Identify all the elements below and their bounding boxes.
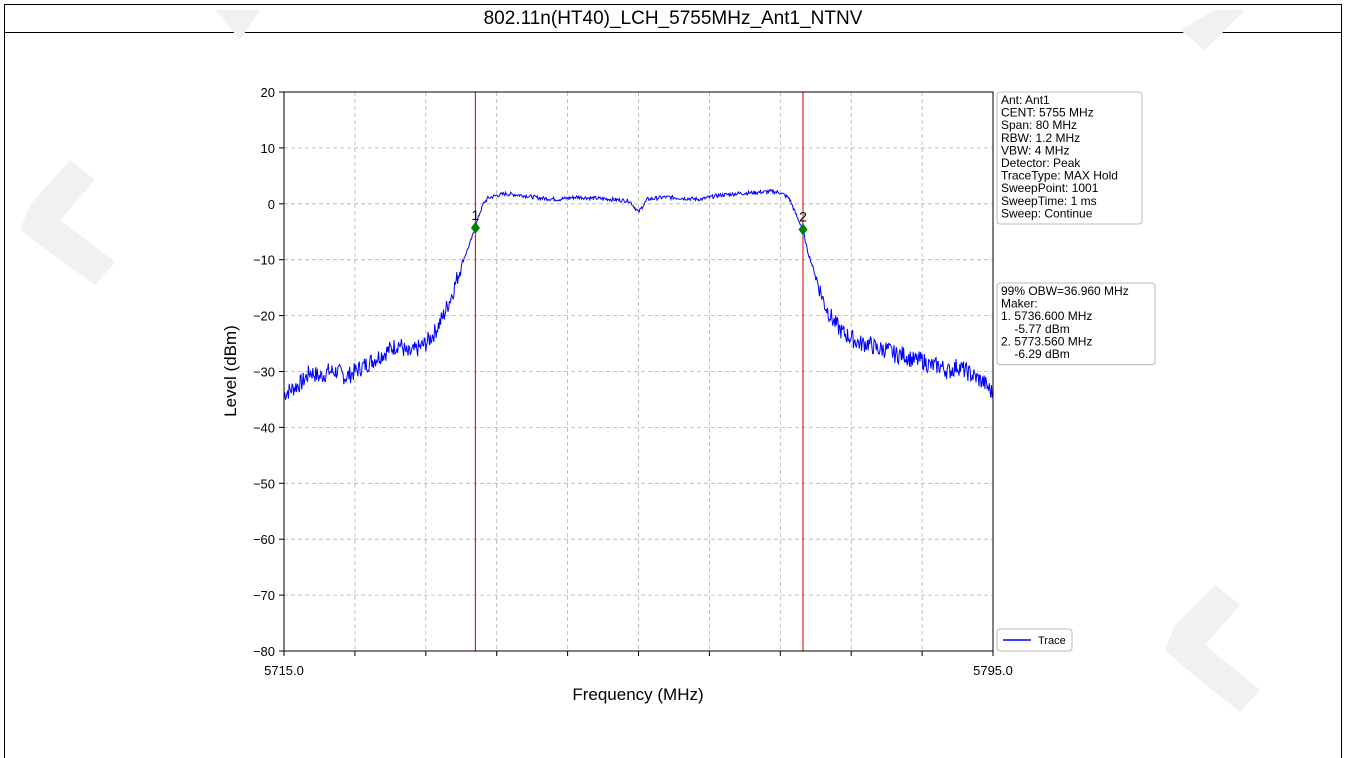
info-line: SweepTime: 1 ms bbox=[1001, 194, 1097, 208]
report-frame: 802.11n(HT40)_LCH_5755MHz_Ant1_NTNV bbox=[4, 4, 1342, 758]
marker-point bbox=[798, 223, 808, 236]
x-tick-label: 5715.0 bbox=[264, 663, 304, 678]
y-tick-label: −20 bbox=[253, 309, 275, 324]
grid bbox=[284, 92, 993, 651]
info-line: CENT: 5755 MHz bbox=[1001, 106, 1094, 120]
obw-frame bbox=[996, 282, 1156, 366]
obw-line: -6.29 dBm bbox=[1001, 347, 1070, 361]
obw-line: -5.77 dBm bbox=[1001, 322, 1070, 336]
info-line: Sweep: Continue bbox=[1001, 206, 1093, 220]
y-tick-label: −40 bbox=[253, 420, 275, 435]
info-frame bbox=[996, 91, 1143, 225]
x-axis-label: Frequency (MHz) bbox=[572, 685, 703, 704]
obw-line: 1. 5736.600 MHz bbox=[1001, 309, 1092, 323]
y-tick-label: −10 bbox=[253, 253, 275, 268]
obw-lines bbox=[474, 92, 804, 651]
info-line: RBW: 1.2 MHz bbox=[1001, 131, 1080, 145]
obw-line: Maker: bbox=[1001, 297, 1038, 311]
page-title: 802.11n(HT40)_LCH_5755MHz_Ant1_NTNV bbox=[5, 5, 1341, 33]
info-line: VBW: 4 MHz bbox=[1001, 143, 1069, 157]
obw-line: 2. 5773.560 MHz bbox=[1001, 334, 1092, 348]
legend-frame bbox=[996, 628, 1073, 652]
marker-label: 2 bbox=[799, 209, 807, 225]
y-tick-label: −70 bbox=[253, 588, 275, 603]
watermark bbox=[20, 10, 1260, 712]
legend-label: Trace bbox=[1038, 635, 1066, 647]
marker-label: 1 bbox=[472, 207, 480, 223]
info-line: SweepPoint: 1001 bbox=[1001, 181, 1099, 195]
y-tick-label: −80 bbox=[253, 644, 275, 659]
legend: Trace bbox=[996, 628, 1073, 652]
y-axis-label: Level (dBm) bbox=[221, 325, 240, 417]
y-tick-label: −60 bbox=[253, 532, 275, 547]
info-line: Span: 80 MHz bbox=[1001, 118, 1077, 132]
marker-point bbox=[470, 221, 480, 234]
x-tick-label: 5795.0 bbox=[973, 663, 1013, 678]
y-tick-label: 10 bbox=[261, 141, 275, 156]
plot-frame bbox=[283, 91, 994, 652]
series-line bbox=[283, 188, 994, 400]
series-layer bbox=[283, 188, 994, 400]
obw-line: 99% OBW=36.960 MHz bbox=[1001, 284, 1129, 298]
axis-ticks: 5715.0 5795.0 20 10 0 −10 −20 −30 −40 −50 −60 −70 −8… bbox=[253, 85, 1013, 678]
info-line: TraceType: MAX Hold bbox=[1001, 169, 1118, 183]
y-tick-label: 0 bbox=[268, 197, 275, 212]
y-tick-label: −30 bbox=[253, 365, 275, 380]
info-line: Detector: Peak bbox=[1001, 156, 1081, 170]
y-tick-label: 20 bbox=[261, 85, 275, 100]
y-tick-label: −50 bbox=[253, 476, 275, 491]
info-line: Ant: Ant1 bbox=[1001, 93, 1050, 107]
